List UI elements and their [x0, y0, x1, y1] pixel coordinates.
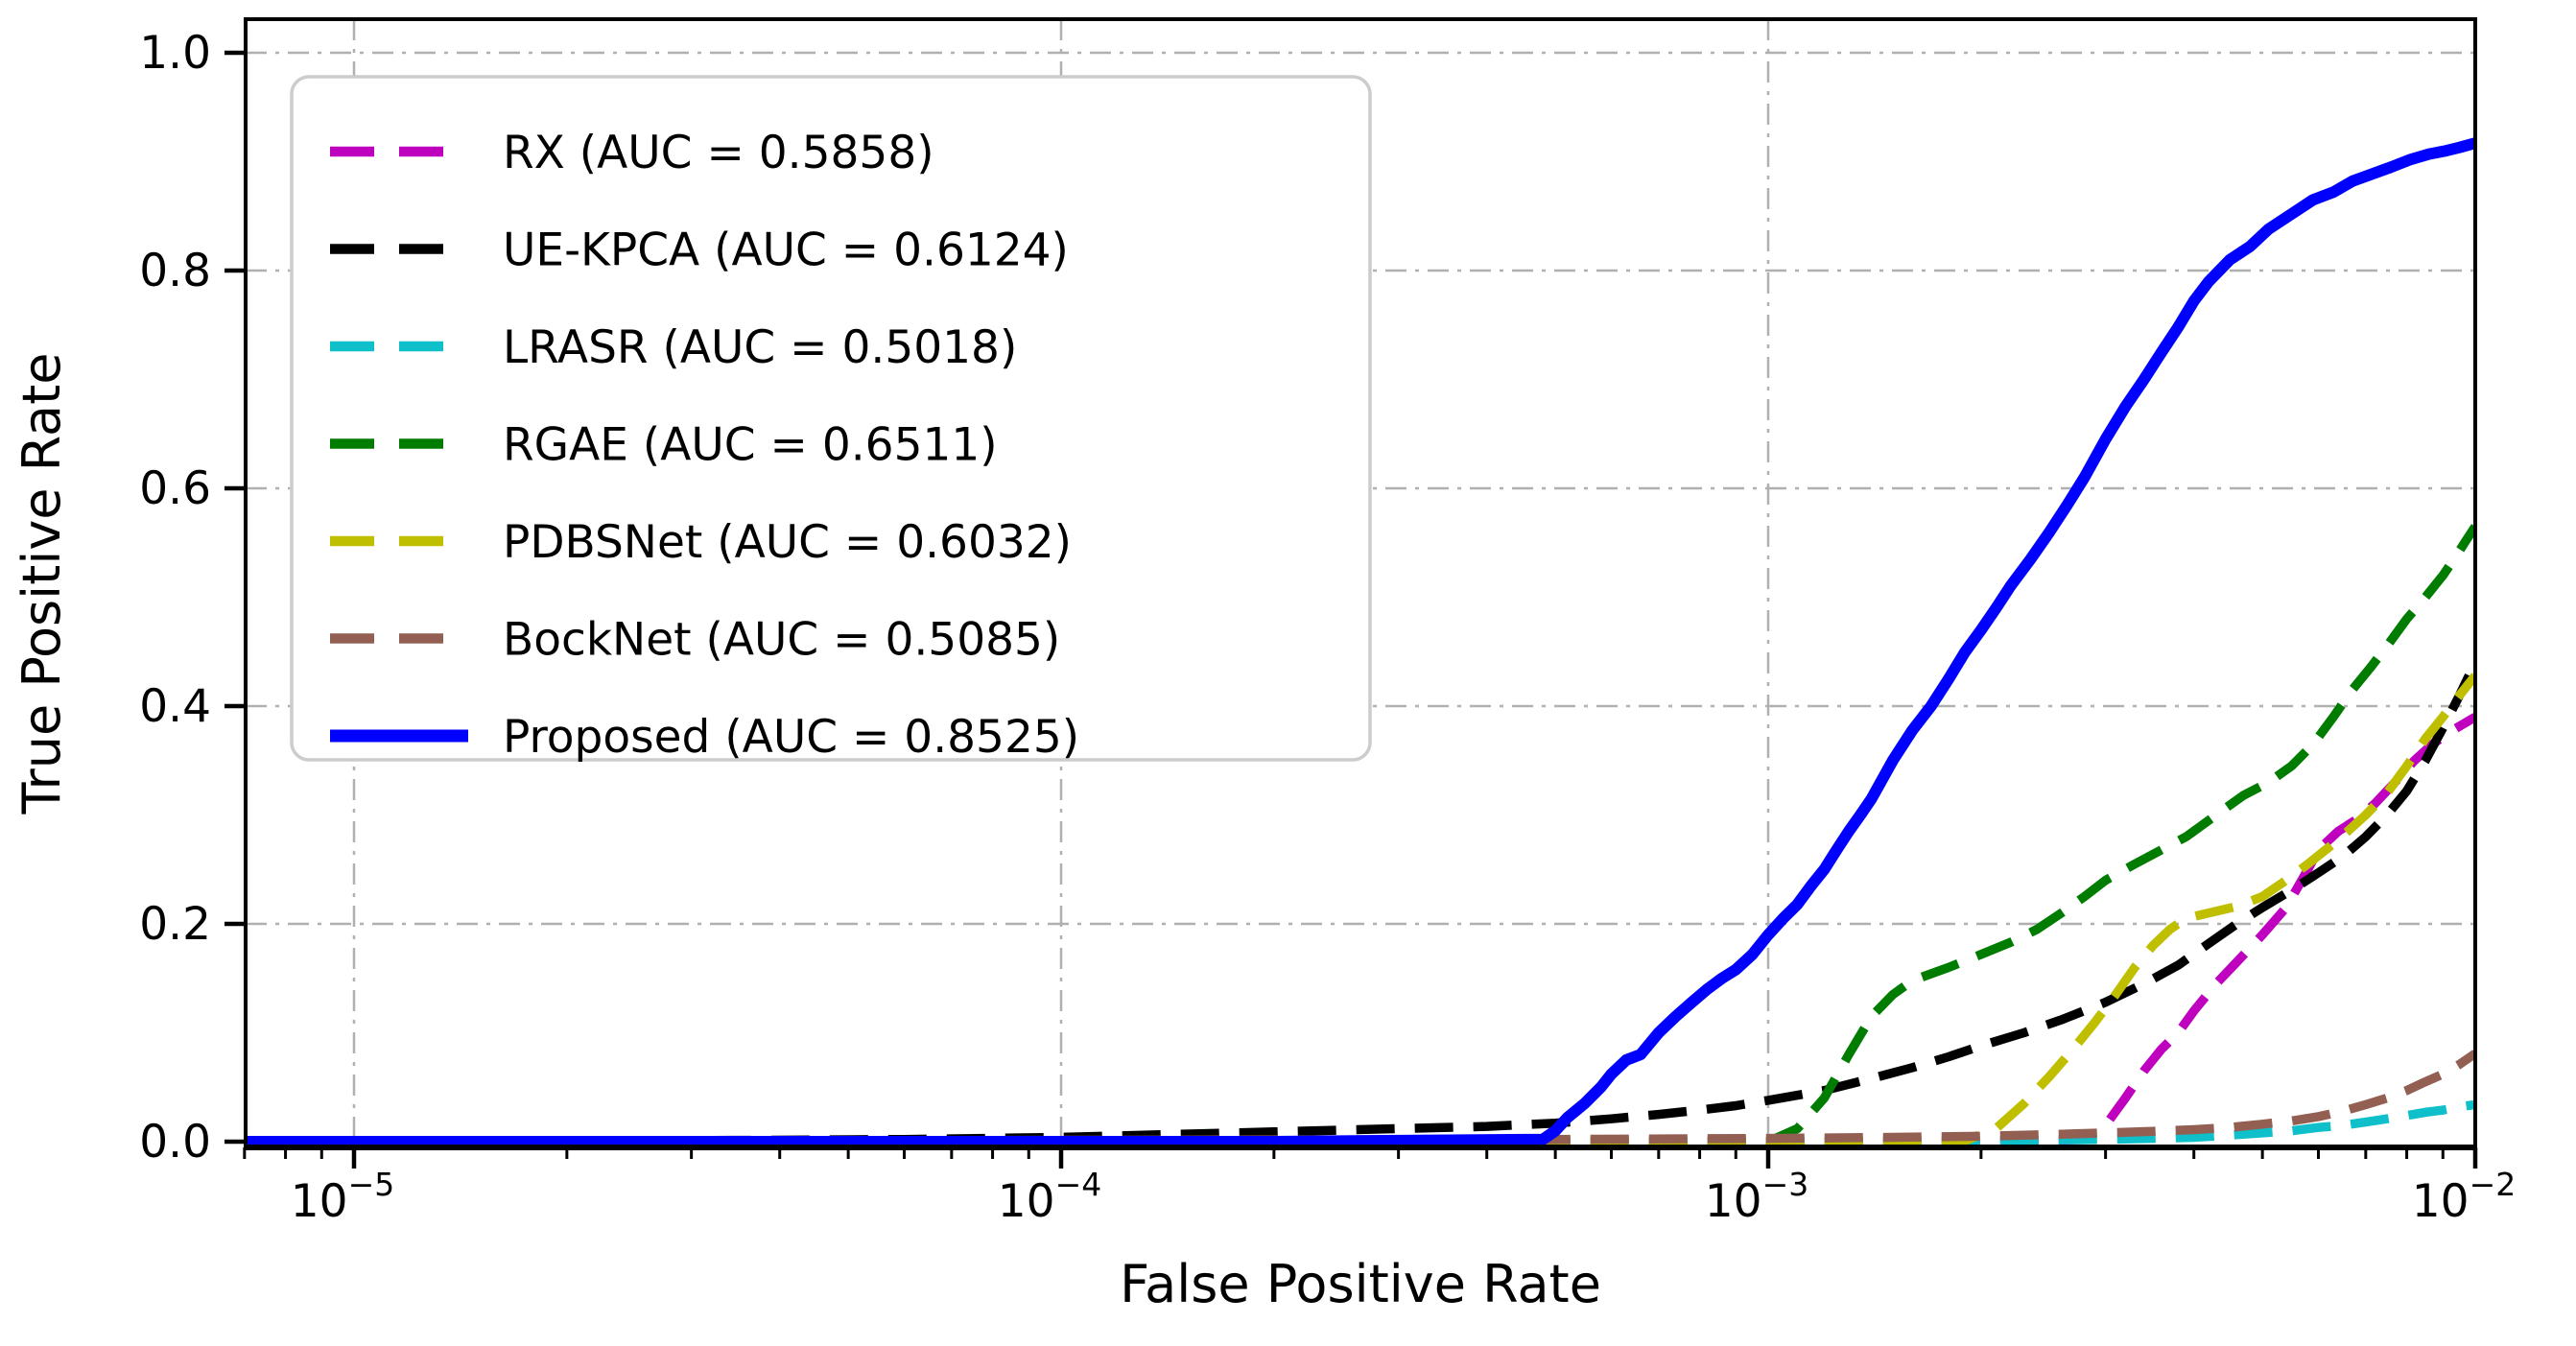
curve-bocknet [246, 1050, 2475, 1146]
legend-item-rx: RX (AUC = 0.5858) [330, 127, 934, 179]
y-tick-label: 0.2 [139, 898, 211, 951]
axis-ticks [225, 50, 2478, 1169]
legend-label: UE-KPCA (AUC = 0.6124) [503, 224, 1069, 277]
y-tick-label: 0.8 [139, 245, 211, 297]
legend-label: BockNet (AUC = 0.5085) [503, 614, 1060, 667]
tick-labels: 0.0 0.2 0.4 0.6 0.8 1.0 10−5 10−4 10−3 10−2 [139, 27, 2516, 1228]
legend-item-bocknet: BockNet (AUC = 0.5085) [330, 614, 1060, 667]
curve-rgae [246, 524, 2475, 1146]
curves [246, 137, 2475, 1147]
y-tick-label: 0.6 [139, 462, 211, 515]
legend-label: RX (AUC = 0.5858) [503, 127, 934, 179]
curve-proposed [246, 137, 2475, 1147]
legend-label: LRASR (AUC = 0.5018) [503, 321, 1017, 374]
x-tick-label: 10−4 [998, 1166, 1101, 1228]
y-tick-label: 1.0 [139, 27, 211, 80]
curve-lrasr [246, 1099, 2475, 1146]
legend-label: Proposed (AUC = 0.8525) [503, 711, 1079, 764]
curve-ue-kpca [246, 660, 2475, 1146]
x-axis-label: False Positive Rate [1120, 1254, 1601, 1314]
legend-label: PDBSNet (AUC = 0.6032) [503, 516, 1072, 569]
x-tick-label: 10−2 [2412, 1166, 2516, 1228]
legend-item-rgae: RGAE (AUC = 0.6511) [330, 419, 998, 472]
legend-label: RGAE (AUC = 0.6511) [503, 419, 998, 472]
y-tick-label: 0.0 [139, 1116, 211, 1169]
y-tick-label: 0.4 [139, 680, 211, 733]
y-axis-label: True Positive Rate [12, 352, 72, 815]
legend-item-proposed: Proposed (AUC = 0.8525) [330, 711, 1079, 764]
x-tick-label: 10−5 [291, 1166, 394, 1228]
legend-frame [290, 75, 1372, 762]
legend-item-lrasr: LRASR (AUC = 0.5018) [330, 321, 1017, 374]
legend-item-ue-kpca: UE-KPCA (AUC = 0.6124) [330, 224, 1069, 277]
curve-pdbsnet [246, 673, 2475, 1146]
legend: RX (AUC = 0.5858) UE-KPCA (AUC = 0.6124) L… [290, 75, 1372, 764]
legend-item-pdbsnet: PDBSNet (AUC = 0.6032) [330, 516, 1072, 569]
x-tick-label: 10−3 [1705, 1166, 1808, 1228]
